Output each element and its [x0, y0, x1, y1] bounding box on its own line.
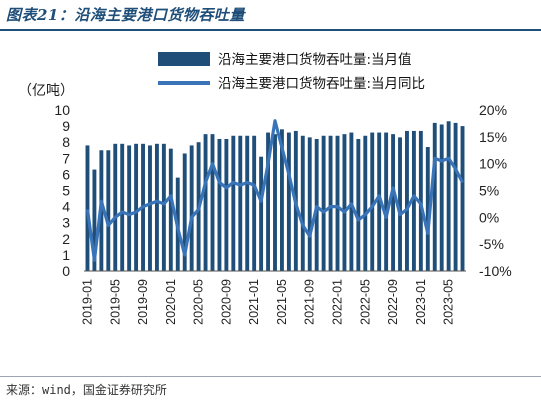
x-tick-label: 2019-09 — [136, 279, 150, 325]
right-axis-ticks: -10% -5% 0% 5% 10% 15% 20% — [479, 102, 512, 279]
bar-2021-01 — [252, 135, 257, 271]
x-tick-label: 2020-01 — [164, 279, 178, 325]
source-divider — [0, 376, 541, 377]
left-tick-label: 9 — [62, 118, 70, 134]
bar-2020-09 — [224, 138, 229, 271]
bar-2023-03 — [432, 122, 437, 271]
x-tick-label: 2022-09 — [386, 279, 400, 325]
yoy-line — [85, 119, 464, 262]
left-tick-label: 5 — [62, 183, 70, 199]
bar-2019-12 — [161, 143, 166, 271]
source-note: 来源：wind，国金证券研究所 — [6, 383, 167, 397]
legend-bar-label: 沿海主要港口货物吞吐量:当月值 — [218, 51, 412, 68]
left-tick-label: 6 — [62, 166, 70, 182]
bar-2020-11 — [238, 135, 243, 271]
bar-2021-08 — [300, 135, 305, 271]
bar-2023-06 — [453, 122, 458, 271]
figure-title: 图表21：沿海主要港口货物吞吐量 — [6, 6, 245, 24]
x-tick-label: 2019-05 — [108, 279, 122, 325]
bar-2019-07 — [127, 145, 132, 271]
right-tick-label: 0% — [479, 209, 499, 225]
bar-2019-01 — [85, 145, 90, 271]
bar-2021-03 — [266, 132, 270, 271]
right-tick-label: -5% — [479, 236, 504, 252]
bar-2020-12 — [245, 135, 250, 271]
bar-2022-03 — [349, 132, 354, 271]
bar-2021-04 — [273, 134, 277, 271]
bar-2020-06 — [203, 134, 208, 271]
bar-2022-10 — [398, 137, 402, 271]
left-tick-label: 0 — [62, 263, 70, 279]
bar-2019-06 — [120, 143, 125, 271]
bar-2022-11 — [405, 130, 409, 271]
bar-2021-10 — [314, 138, 319, 271]
bar-2019-08 — [134, 143, 139, 271]
x-tick-label: 2022-05 — [358, 279, 372, 325]
bar-2021-12 — [328, 135, 333, 271]
legend-line-label: 沿海主要港口货物吞吐量:当月同比 — [218, 75, 425, 92]
x-tick-label: 2021-05 — [275, 279, 289, 325]
x-tick-label: 2020-05 — [192, 279, 206, 325]
x-tick-label: 2020-09 — [219, 279, 233, 325]
bar-2023-01 — [418, 130, 423, 271]
bar-2022-01 — [335, 135, 340, 271]
bar-2021-02 — [259, 156, 264, 271]
left-tick-label: 3 — [62, 215, 70, 231]
chart: 沿海主要港口货物吞吐量:当月值 沿海主要港口货物吞吐量:当月同比 （亿吨） 01… — [18, 51, 512, 325]
title-underline — [0, 29, 541, 31]
legend: 沿海主要港口货物吞吐量:当月值 沿海主要港口货物吞吐量:当月同比 — [158, 51, 425, 92]
bar-2023-07 — [460, 126, 465, 271]
bar-2020-08 — [217, 138, 222, 271]
bar-2020-10 — [231, 135, 236, 271]
line-group — [85, 119, 464, 262]
bar-2022-05 — [363, 135, 368, 271]
bar-2019-04 — [106, 150, 111, 271]
x-axis-ticks: 2019-01 2019-05 2019-09 2020-01 2020-05 2020-… — [80, 270, 466, 325]
bar-2019-11 — [154, 143, 159, 271]
bar-2021-09 — [307, 137, 312, 271]
bar-2023-04 — [439, 124, 444, 272]
left-tick-label: 1 — [62, 247, 70, 263]
right-tick-label: -10% — [479, 263, 512, 279]
bar-2023-02 — [425, 147, 430, 271]
x-tick-label: 2021-01 — [247, 279, 261, 325]
legend-bar-swatch — [158, 52, 210, 66]
bar-2022-04 — [356, 138, 361, 271]
bar-2023-05 — [446, 121, 451, 272]
bar-2022-07 — [377, 132, 382, 271]
bar-2019-02 — [92, 169, 97, 271]
bars-group — [85, 121, 465, 272]
left-tick-label: 2 — [62, 231, 70, 247]
left-tick-label: 4 — [62, 199, 70, 215]
y-axis-unit: （亿吨） — [18, 83, 74, 99]
bar-2019-05 — [113, 143, 118, 271]
bar-2019-10 — [148, 145, 152, 271]
bar-2022-09 — [391, 134, 396, 271]
x-tick-label: 2022-01 — [331, 279, 345, 325]
bar-2020-04 — [189, 145, 194, 271]
x-tick-label: 2023-01 — [414, 279, 428, 325]
right-tick-label: 5% — [479, 183, 499, 199]
bar-2020-07 — [210, 134, 215, 271]
left-tick-label: 10 — [54, 102, 70, 118]
bar-2022-12 — [411, 130, 416, 271]
bar-2021-05 — [280, 129, 284, 271]
left-tick-label: 8 — [62, 134, 70, 150]
x-tick-label: 2023-05 — [442, 279, 456, 325]
bar-2020-01 — [168, 148, 173, 271]
right-tick-label: 10% — [479, 156, 507, 172]
x-tick-label: 2019-01 — [80, 279, 94, 325]
right-tick-label: 15% — [479, 129, 507, 145]
right-tick-label: 20% — [479, 102, 507, 118]
bar-2020-03 — [182, 153, 187, 271]
left-tick-label: 7 — [62, 150, 70, 166]
bar-2021-11 — [321, 135, 326, 271]
x-tick-label: 2021-09 — [303, 279, 317, 325]
bar-2021-06 — [286, 132, 291, 271]
bar-2022-02 — [342, 134, 347, 271]
bar-2022-08 — [384, 132, 389, 271]
bar-2022-06 — [370, 132, 375, 271]
